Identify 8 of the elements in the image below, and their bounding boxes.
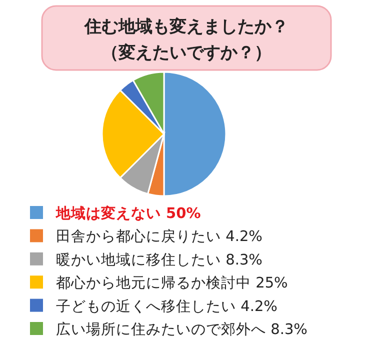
chart-title: 住む地域も変えましたか？ bbox=[84, 17, 288, 37]
legend-label: 暖かい地域に移住したい 8.3% bbox=[56, 251, 262, 268]
chart-subtitle: （変えたいですか？） bbox=[102, 43, 272, 63]
legend-label: 田舎から都心に戻りたい 4.2% bbox=[56, 228, 262, 246]
legend-label: 広い場所に住みたいので郊外へ 8.3% bbox=[56, 321, 308, 338]
legend-label: 地域は変えない 50% bbox=[55, 204, 202, 222]
legend-label: 都心から地元に帰るか検討中 25% bbox=[56, 274, 288, 292]
legend-label: 子どもの近くへ移住したい 4.2% bbox=[56, 298, 278, 315]
